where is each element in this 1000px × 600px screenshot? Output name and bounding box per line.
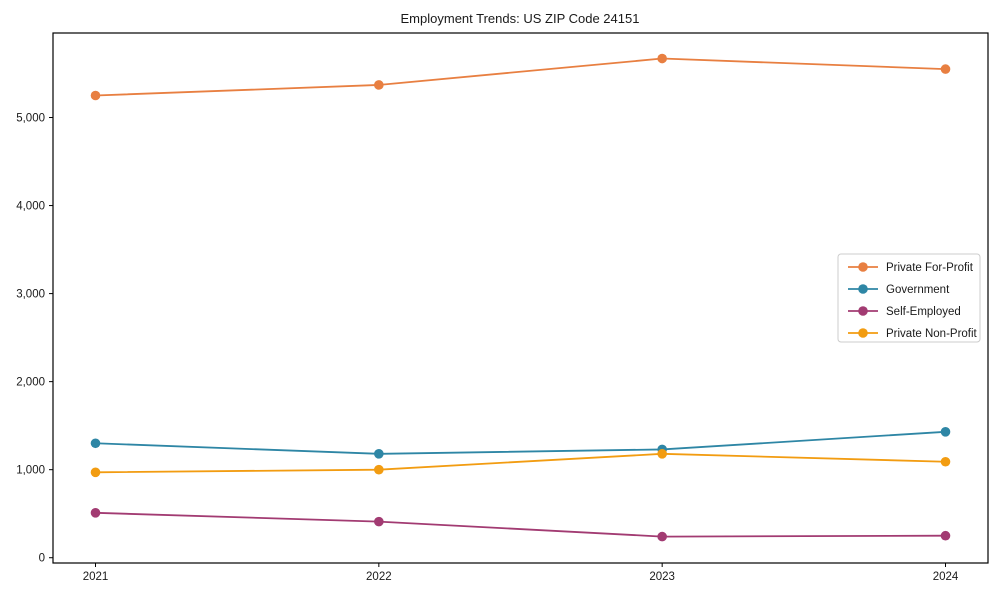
data-point-marker <box>374 80 384 90</box>
legend-marker-dot <box>858 262 868 272</box>
series-line-private-non-profit <box>95 452 946 474</box>
y-tick-label: 3,000 <box>16 289 45 301</box>
series-line-private-for-profit <box>95 57 946 97</box>
data-point-marker <box>90 467 101 478</box>
legend-box <box>837 253 981 343</box>
data-point-marker <box>374 464 384 475</box>
data-point-marker <box>374 449 384 459</box>
data-point-marker <box>940 530 951 541</box>
legend-label: Private For-Profit <box>886 262 974 274</box>
legend-label: Self-Employed <box>886 306 961 318</box>
series-line-self-employed <box>95 511 946 538</box>
y-tick-label: 4,000 <box>16 201 45 213</box>
legend-marker-dot <box>858 306 868 316</box>
data-point-marker <box>374 516 384 527</box>
data-point-marker <box>90 438 101 449</box>
data-point-marker <box>940 427 951 437</box>
x-tick-label: 2024 <box>933 571 959 583</box>
data-point-marker <box>657 449 667 459</box>
y-tick-label: 0 <box>39 553 45 565</box>
legend-label: Government <box>886 284 950 296</box>
chart-title: Employment Trends: US ZIP Code 24151 <box>401 11 640 26</box>
data-point-marker <box>940 456 951 467</box>
data-point-marker <box>657 531 667 542</box>
x-tick-label: 2023 <box>649 571 675 583</box>
y-tick-label: 1,000 <box>16 465 45 477</box>
plot-box <box>52 32 989 564</box>
data-point-marker <box>90 508 101 518</box>
plot-area: 0 1,000 2,000 3,000 4,000 5,000 2021 2022 2023 20… <box>16 32 989 583</box>
y-tick-label: 2,000 <box>16 377 45 389</box>
data-point-marker <box>657 53 667 64</box>
x-tick-label: 2021 <box>83 571 109 583</box>
legend-label: Private Non-Profit <box>886 328 978 340</box>
data-point-marker <box>940 64 951 74</box>
series-line-government <box>95 430 946 455</box>
legend-marker-dot <box>858 328 868 338</box>
legend-marker-dot <box>858 284 868 294</box>
y-tick-label: 5,000 <box>16 113 45 125</box>
x-tick-label: 2022 <box>366 571 392 583</box>
data-point-marker <box>90 90 101 101</box>
